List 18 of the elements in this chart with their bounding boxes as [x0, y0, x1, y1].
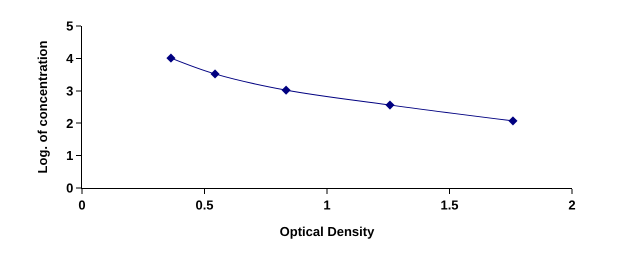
x-tick-label: 1.5: [440, 198, 459, 213]
x-tick-label: 1: [323, 198, 331, 213]
point: [166, 54, 176, 63]
y-tick-label: 2: [66, 116, 74, 131]
y-tick-label: 3: [66, 83, 74, 98]
x-axis-title: Optical Density: [280, 224, 376, 240]
x-tick-label: 0.5: [195, 198, 214, 213]
x-tick-label: 2: [568, 198, 576, 213]
point: [210, 69, 220, 78]
y-tick-label: 5: [66, 18, 74, 34]
x-tick-label: 0: [78, 198, 86, 213]
y-tick-label: 0: [66, 180, 74, 196]
point: [385, 100, 395, 110]
point: [508, 116, 518, 126]
y-axis-title: Log. of concentration: [35, 40, 50, 174]
y-tick-label: 4: [66, 50, 74, 66]
y-tick-label: 1: [66, 148, 74, 164]
point: [282, 86, 291, 95]
